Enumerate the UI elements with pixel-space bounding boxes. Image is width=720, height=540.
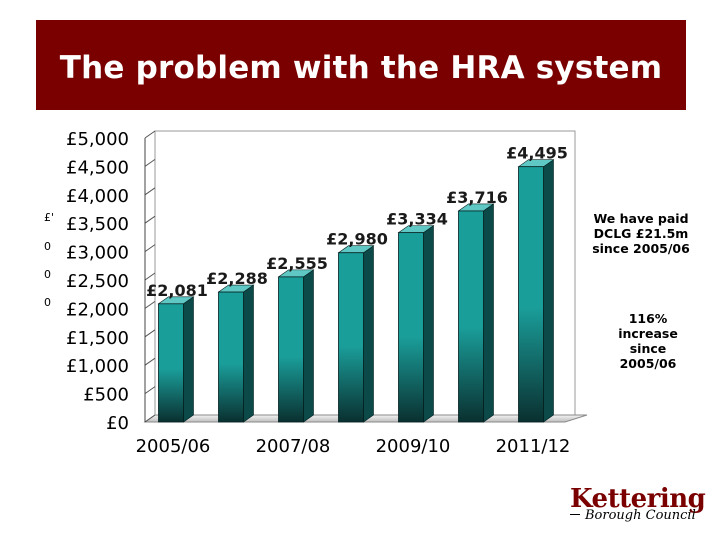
- bar: [518, 166, 544, 423]
- bar: [458, 210, 484, 423]
- y-tick-label: £1,000: [66, 356, 129, 377]
- bar-side: [303, 269, 314, 423]
- bar-side: [423, 225, 434, 423]
- note-paid: We have paid DCLG £21.5m since 2005/06: [586, 211, 696, 256]
- x-tick-label: 2007/08: [256, 436, 331, 457]
- stray-mark: 0: [44, 268, 51, 281]
- note-paid-line: DCLG £21.5m: [593, 226, 689, 241]
- logo-word: Kettering: [570, 484, 706, 514]
- kettering-logo: Kettering Borough Council: [560, 484, 710, 524]
- logo-rule: [570, 514, 580, 515]
- bar-side: [543, 159, 554, 423]
- bar: [278, 276, 304, 423]
- y-tick-mark: [144, 187, 156, 196]
- data-label: £2,980: [326, 230, 388, 249]
- data-label: £2,288: [206, 269, 268, 288]
- y-tick-label: £3,000: [66, 243, 129, 264]
- bar: [338, 252, 364, 423]
- bar-side: [243, 284, 254, 423]
- data-label: £4,495: [506, 144, 568, 163]
- x-tick-label: 2009/10: [376, 436, 451, 457]
- bar-side: [483, 203, 494, 423]
- stray-mark: 0: [44, 240, 51, 253]
- y-tick-mark: [144, 357, 156, 366]
- stray-mark: 0: [44, 296, 51, 309]
- note-increase: 116% increase since 2005/06: [596, 311, 700, 371]
- bar: [218, 291, 244, 423]
- y-tick-label: £4,000: [66, 186, 129, 207]
- y-tick-label: £2,500: [66, 271, 129, 292]
- y-tick-mark: [144, 130, 156, 139]
- note-increase-line: 116%: [628, 311, 668, 326]
- y-tick-label: £3,500: [66, 214, 129, 235]
- y-tick-label: £500: [83, 385, 129, 406]
- y-tick-label: £2,000: [66, 299, 129, 320]
- y-tick-mark: [144, 244, 156, 253]
- note-increase-line: 2005/06: [619, 356, 677, 371]
- y-tick-mark: [144, 414, 156, 423]
- x-tick-label: 2011/12: [496, 436, 571, 457]
- note-paid-line: We have paid: [593, 211, 689, 226]
- note-paid-line: since 2005/06: [592, 241, 690, 256]
- y-tick-mark: [144, 386, 156, 395]
- y-tick-mark: [144, 215, 156, 224]
- y-tick-label: £5,000: [66, 129, 129, 150]
- stray-mark: £': [44, 211, 55, 224]
- y-tick-mark: [144, 272, 156, 281]
- y-tick-mark: [144, 158, 156, 167]
- bar-side: [363, 245, 374, 423]
- bar-side: [183, 296, 194, 423]
- data-label: £2,081: [146, 281, 208, 300]
- slide-title: The problem with the HRA system: [59, 50, 663, 86]
- note-increase-line: increase: [618, 326, 678, 341]
- data-label: £3,334: [386, 210, 448, 229]
- y-tick-label: £4,500: [66, 157, 129, 178]
- title-banner: The problem with the HRA system: [36, 20, 686, 110]
- data-label: £2,555: [266, 254, 328, 273]
- bar: [398, 232, 424, 423]
- data-label: £3,716: [446, 188, 508, 207]
- bar: [158, 303, 184, 423]
- logo-subtitle: Borough Council: [585, 508, 696, 523]
- y-tick-mark: [144, 329, 156, 338]
- y-tick-label: £0: [106, 413, 129, 434]
- note-increase-line: since: [629, 341, 667, 356]
- y-tick-label: £1,500: [66, 328, 129, 349]
- y-tick-mark: [144, 300, 156, 309]
- x-tick-label: 2005/06: [136, 436, 211, 457]
